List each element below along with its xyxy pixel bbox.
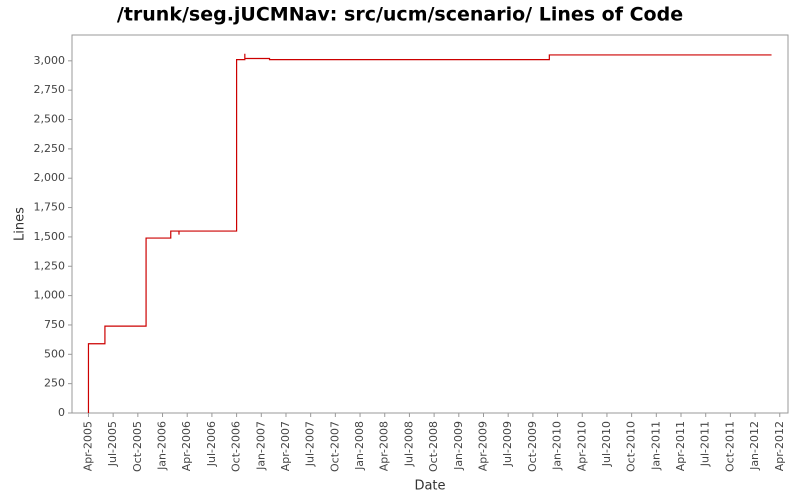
- x-tick-label: Jul-2009: [501, 421, 514, 467]
- x-tick-label: Jan-2007: [254, 421, 267, 471]
- y-tick-label: 2,750: [34, 83, 66, 96]
- x-tick-label: Oct-2010: [625, 421, 638, 472]
- x-tick-label: Oct-2008: [427, 421, 440, 472]
- data-line: [87, 53, 772, 413]
- x-tick-label: Apr-2010: [575, 421, 588, 471]
- x-tick-label: Jul-2010: [600, 421, 613, 467]
- x-tick-label: Jul-2007: [304, 421, 317, 467]
- y-tick-label: 750: [44, 318, 65, 331]
- x-tick-label: Apr-2006: [180, 421, 193, 471]
- y-tick-label: 3,000: [34, 54, 66, 67]
- x-tick-label: Apr-2011: [674, 421, 687, 471]
- x-tick-label: Oct-2009: [526, 421, 539, 472]
- x-axis-label: Date: [414, 479, 445, 494]
- y-tick-label: 2,250: [34, 142, 66, 155]
- x-tick-label: Jan-2012: [748, 421, 761, 471]
- x-tick-label: Jan-2010: [551, 421, 564, 471]
- x-tick-label: Jul-2005: [106, 421, 119, 467]
- x-tick-label: Apr-2012: [773, 421, 786, 471]
- y-tick-label: 0: [58, 406, 65, 419]
- x-tick-label: Jul-2008: [402, 421, 415, 467]
- y-axis-label: Lines: [13, 207, 28, 241]
- y-tick-label: 500: [44, 347, 65, 360]
- chart-title: /trunk/seg.jUCMNav: src/ucm/scenario/ Li…: [117, 4, 683, 26]
- x-tick-label: Jul-2011: [699, 421, 712, 467]
- y-tick-label: 1,000: [34, 289, 66, 302]
- x-tick-label: Jan-2006: [156, 421, 169, 471]
- y-tick-label: 2,000: [34, 171, 66, 184]
- x-tick-label: Apr-2005: [81, 421, 94, 471]
- y-tick-label: 250: [44, 377, 65, 390]
- x-tick-label: Apr-2008: [378, 421, 391, 471]
- plot-area: [71, 34, 789, 414]
- x-tick-label: Jan-2008: [353, 421, 366, 471]
- y-tick-label: 2,500: [34, 113, 66, 126]
- y-tick-label: 1,250: [34, 259, 66, 272]
- x-tick-label: Oct-2011: [723, 421, 736, 472]
- x-tick-label: Oct-2006: [230, 421, 243, 472]
- x-tick-label: Oct-2005: [131, 421, 144, 472]
- y-tick-label: 1,500: [34, 230, 66, 243]
- x-tick-label: Oct-2007: [328, 421, 341, 472]
- x-tick-label: Jan-2011: [649, 421, 662, 471]
- x-tick-label: Jan-2009: [452, 421, 465, 471]
- y-tick-label: 1,750: [34, 201, 66, 214]
- x-tick-label: Apr-2007: [279, 421, 292, 471]
- x-tick-label: Apr-2009: [476, 421, 489, 471]
- x-tick-label: Jul-2006: [205, 421, 218, 467]
